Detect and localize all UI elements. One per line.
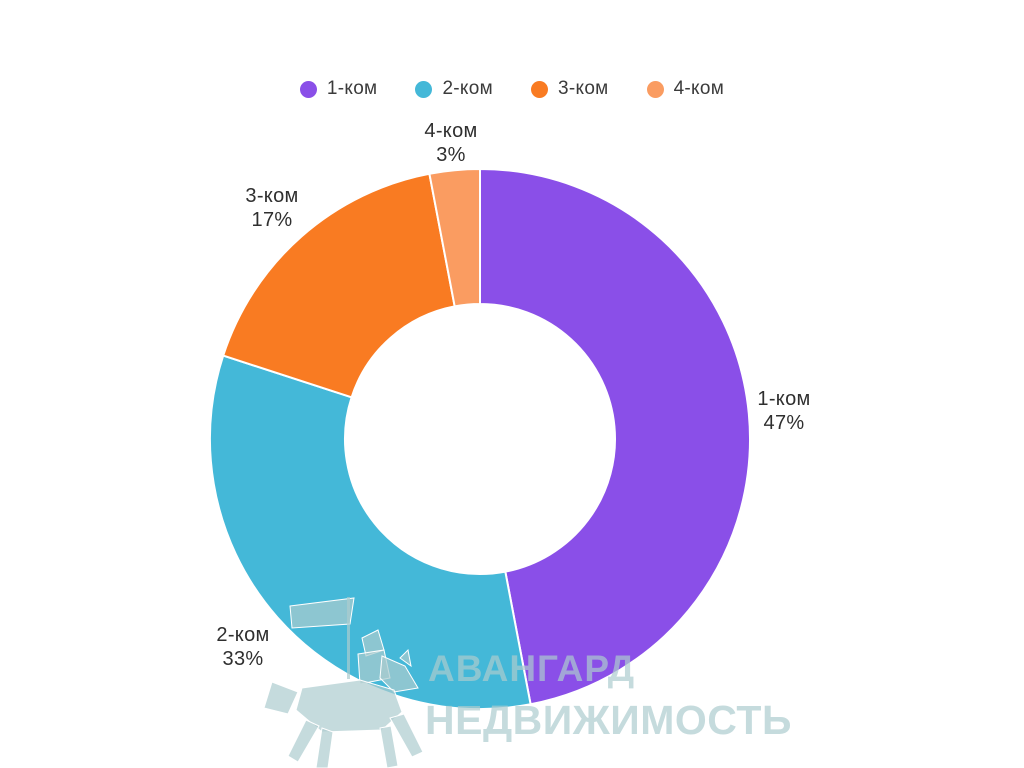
legend-dot-4kom-icon [646,80,664,98]
slice-label-title: 3-ком [245,185,299,207]
legend-dot-1kom-icon [299,80,317,98]
slice-label-value: 3% [436,144,466,166]
slice-label-value: 17% [251,209,293,231]
legend-dot-3kom-icon [531,80,548,98]
legend-label: 2-ком [442,78,493,99]
slice-label-value: 47% [763,412,805,434]
donut-slice-1-ком[interactable] [479,168,751,706]
knight-on-horse-logo-icon [263,597,424,768]
slice-label-title: 4-ком [424,120,478,142]
chart-legend: 1-ком 2-ком 3-ком 4-ком [0,78,1024,100]
slice-label-2kom: 2-ком 33% [173,623,313,671]
legend-label: 1-ком [326,78,378,99]
slice-label-title: 2-ком [216,624,270,646]
watermark-brand-line1: АВАНГАРД [428,648,636,689]
slice-label-1kom: 1-ком 47% [714,387,854,435]
legend-dot-2kom-icon [415,80,433,98]
slice-label-4kom: 4-ком 3% [381,119,521,167]
legend-label: 4-ком [673,78,725,99]
donut-slice-3-ком[interactable] [222,172,456,399]
legend-label: 3-ком [558,78,609,99]
legend-item-1kom[interactable]: 1-ком [299,78,378,100]
legend-item-4kom[interactable]: 4-ком [646,78,725,100]
legend-item-2kom[interactable]: 2-ком [415,78,493,100]
watermark-brand-line2: НЕДВИЖИМОСТЬ [425,697,792,743]
legend-item-3kom[interactable]: 3-ком [531,78,609,100]
slice-label-3kom: 3-ком 17% [202,184,342,232]
slice-label-title: 1-ком [757,388,811,410]
donut-slice-4-ком[interactable] [428,168,481,308]
slice-label-value: 33% [222,648,264,670]
